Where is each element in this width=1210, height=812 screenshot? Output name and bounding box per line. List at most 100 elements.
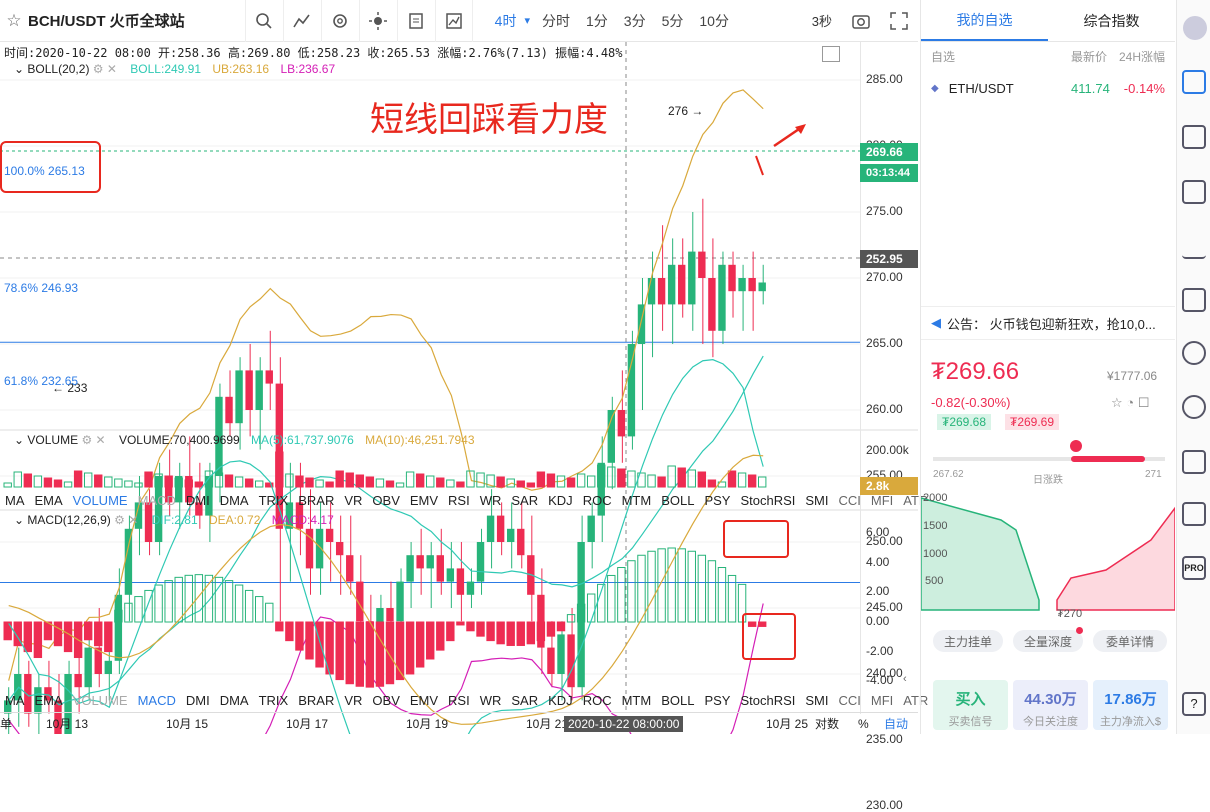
- indicator-tab-dma[interactable]: DMA: [219, 692, 249, 708]
- indicator-tab-kdj[interactable]: KDJ: [548, 492, 573, 508]
- w-icon[interactable]: [1182, 502, 1206, 526]
- indicator-tab-sar[interactable]: SAR: [511, 692, 539, 708]
- indicator-tab-ema[interactable]: EMA: [34, 492, 63, 508]
- favorite-star-icon[interactable]: ☆: [6, 10, 22, 30]
- tab-10m[interactable]: 10分: [699, 12, 729, 29]
- theme-sun-icon[interactable]: [358, 0, 397, 42]
- b-icon[interactable]: [1182, 450, 1206, 474]
- indicator-tab-emv[interactable]: EMV: [409, 692, 439, 708]
- help-icon[interactable]: ?: [1182, 692, 1206, 716]
- chart-type-icon[interactable]: [434, 0, 473, 42]
- indicator-tab-stochrsi[interactable]: StochRSI: [740, 692, 796, 708]
- settings-gear-icon[interactable]: [320, 0, 359, 42]
- collapse-arrow-icon[interactable]: ‹: [903, 673, 907, 685]
- auto-scale-toggle[interactable]: 自动: [884, 717, 909, 731]
- copy-icon[interactable]: [396, 0, 435, 42]
- alert-icons[interactable]: ☆ ◔ ☐: [1111, 395, 1150, 410]
- tab-3m[interactable]: 3分: [623, 12, 646, 29]
- fullscreen-icon[interactable]: [880, 0, 918, 42]
- indicator-tab-dma[interactable]: DMA: [219, 492, 249, 508]
- main-orders-button[interactable]: 主力挂单: [933, 630, 1003, 652]
- indicator-tab-macd[interactable]: MACD: [137, 692, 176, 708]
- indicator-icon[interactable]: [282, 0, 321, 42]
- percent-toggle[interactable]: %: [858, 716, 869, 731]
- indicator-tab-mtm[interactable]: MTM: [621, 492, 652, 508]
- signal-card[interactable]: 买入 买卖信号: [933, 680, 1008, 730]
- chevron-down-icon[interactable]: ▾: [524, 15, 530, 27]
- indicator-tab-mtm[interactable]: MTM: [621, 692, 652, 708]
- indicator-tab-obv[interactable]: OBV: [372, 492, 400, 508]
- watchlist-icon[interactable]: [1182, 70, 1206, 94]
- indicator-tab-brar[interactable]: BRAR: [298, 492, 335, 508]
- indicator-tab-wr[interactable]: WR: [479, 692, 502, 708]
- indicator-tab-ma[interactable]: MA: [5, 692, 25, 708]
- indicator-tab-ema[interactable]: EMA: [34, 692, 63, 708]
- watchlist-row[interactable]: ◆ ETH/USDT 411.74 -0.14%: [921, 71, 1175, 106]
- indicator-tab-boll[interactable]: BOLL: [661, 492, 695, 508]
- full-depth-button[interactable]: 全量深度: [1013, 630, 1083, 652]
- indicator-tab-roc[interactable]: ROC: [582, 692, 612, 708]
- indicator-tab-macd[interactable]: MACD: [137, 492, 176, 508]
- indicator-tab-ma[interactable]: MA: [5, 492, 25, 508]
- log-scale-toggle[interactable]: 对数: [815, 717, 840, 731]
- expand-icon[interactable]: [822, 46, 840, 62]
- attention-card[interactable]: 44.30万 今日关注度: [1013, 680, 1088, 730]
- add-note-icon[interactable]: [1182, 288, 1206, 312]
- indicator-tab-mfi[interactable]: MFI: [870, 692, 894, 708]
- boll-collapse-icon[interactable]: ⌄: [14, 62, 25, 76]
- indicator-tab-psy[interactable]: PSY: [704, 692, 731, 708]
- indicator-tab-emv[interactable]: EMV: [409, 492, 439, 508]
- indicator-tab-wr[interactable]: WR: [479, 492, 502, 508]
- camera-icon[interactable]: [842, 0, 880, 42]
- macd-settings-icon[interactable]: ⚙ ✕: [114, 513, 139, 527]
- indicator-tab-atr[interactable]: ATR: [903, 692, 929, 708]
- indicator-tab-cci[interactable]: CCI: [838, 692, 861, 708]
- indicator-tab-dmi[interactable]: DMI: [185, 492, 210, 508]
- indicator-tab-cci[interactable]: CCI: [838, 492, 861, 508]
- indicator-tab-psy[interactable]: PSY: [704, 492, 731, 508]
- tab-my-favorites[interactable]: 我的自选: [921, 0, 1048, 41]
- compass-icon[interactable]: [1182, 395, 1206, 419]
- indicator-tab-boll[interactable]: BOLL: [661, 692, 695, 708]
- macd-collapse-icon[interactable]: ⌄: [14, 513, 25, 527]
- inflow-card[interactable]: 17.86万 主力净流入$: [1093, 680, 1168, 730]
- volume-settings-icon[interactable]: ⚙ ✕: [81, 433, 106, 447]
- indicator-tab-stochrsi[interactable]: StochRSI: [740, 492, 796, 508]
- refresh-interval[interactable]: 3秒: [811, 14, 832, 29]
- indicator-tab-vr[interactable]: VR: [344, 692, 363, 708]
- indicator-tab-mfi[interactable]: MFI: [870, 492, 894, 508]
- bar-chart-icon[interactable]: [1182, 235, 1206, 259]
- boll-settings-icon[interactable]: ⚙ ✕: [92, 62, 117, 76]
- indicator-tab-sar[interactable]: SAR: [511, 492, 539, 508]
- volume-collapse-icon[interactable]: ⌄: [14, 433, 25, 447]
- news-icon[interactable]: [1182, 180, 1206, 204]
- order-detail-button[interactable]: 委单详情: [1093, 630, 1167, 652]
- avatar[interactable]: [1183, 16, 1207, 40]
- indicator-tab-rsi[interactable]: RSI: [448, 492, 470, 508]
- indicator-tab-dmi[interactable]: DMI: [185, 692, 210, 708]
- notice-bar[interactable]: ◀ 公告： 火币钱包迎新狂欢，抢10,0...: [921, 306, 1175, 340]
- indicator-tab-roc[interactable]: ROC: [582, 492, 612, 508]
- indicator-tab-obv[interactable]: OBV: [372, 692, 400, 708]
- pro-icon[interactable]: PRO: [1182, 556, 1206, 580]
- indicator-tab-trix[interactable]: TRIX: [258, 692, 289, 708]
- col-name-header[interactable]: 自选: [931, 50, 956, 64]
- orders-icon[interactable]: [1182, 125, 1206, 149]
- alarm-clock-icon[interactable]: [1182, 341, 1206, 365]
- indicator-tab-smi[interactable]: SMI: [805, 492, 829, 508]
- search-icon[interactable]: [244, 0, 283, 42]
- indicator-tab-brar[interactable]: BRAR: [298, 692, 335, 708]
- tab-5m[interactable]: 5分: [661, 12, 684, 29]
- tab-composite-index[interactable]: 综合指数: [1083, 12, 1140, 29]
- indicator-tab-trix[interactable]: TRIX: [258, 492, 289, 508]
- tab-1m[interactable]: 1分: [586, 12, 608, 29]
- price-chart[interactable]: [0, 42, 918, 734]
- indicator-tab-smi[interactable]: SMI: [805, 692, 829, 708]
- indicator-tab-vr[interactable]: VR: [344, 492, 363, 508]
- indicator-tab-kdj[interactable]: KDJ: [548, 692, 573, 708]
- tab-4h[interactable]: 4时: [494, 12, 517, 29]
- indicator-tab-volume[interactable]: VOLUME: [72, 492, 128, 508]
- tab-timeline[interactable]: 分时: [542, 12, 570, 29]
- indicator-tab-rsi[interactable]: RSI: [448, 692, 470, 708]
- indicator-tab-volume[interactable]: VOLUME: [72, 692, 128, 708]
